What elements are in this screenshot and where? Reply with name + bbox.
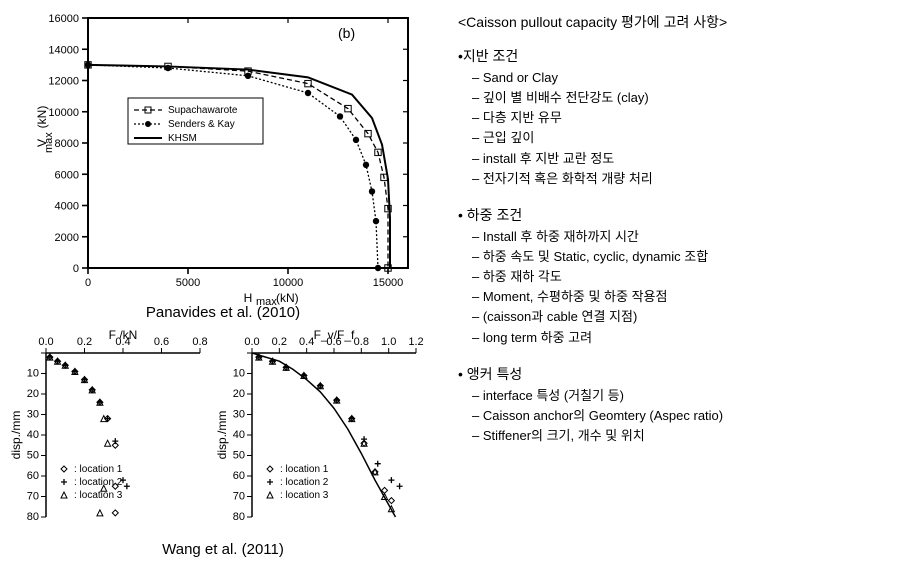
svg-text:Senders & Kay: Senders & Kay (168, 119, 235, 130)
section-title: •지반 조건 (458, 46, 898, 66)
svg-text:30: 30 (233, 409, 245, 421)
section-item: install 후 지반 교란 정도 (472, 149, 898, 169)
top-chart: 0 2000 4000 6000 8000 10000 12000 14000 16000 0 50… (28, 8, 428, 308)
svg-text:0.2: 0.2 (77, 336, 92, 348)
svg-text:12000: 12000 (48, 76, 79, 88)
svg-text:0: 0 (73, 263, 79, 275)
section-item: 하중 속도 및 Static, cyclic, dynamic 조합 (472, 247, 898, 267)
right-column: <Caisson pullout capacity 평가에 고려 사항> •지반… (438, 8, 898, 580)
svg-text:20: 20 (233, 388, 245, 400)
section-item: (caisson과 cable 연결 지점) (472, 307, 898, 327)
bottom-left-chart-svg: 0.00.20.40.60.81020304050607080F /kNdisp… (8, 327, 208, 527)
section-item: Moment, 수평하중 및 하중 작용점 (472, 287, 898, 307)
svg-text:50: 50 (27, 450, 39, 462)
svg-text:1.0: 1.0 (381, 336, 396, 348)
section-item: 하중 재하 각도 (472, 267, 898, 287)
svg-text:F_v/F_f: F_v/F_f (314, 328, 355, 342)
section-item: 깊이 별 비배수 전단강도 (clay) (472, 88, 898, 108)
svg-text:disp./mm: disp./mm (9, 411, 23, 460)
svg-text:0.4: 0.4 (299, 336, 314, 348)
svg-text:: location 2: : location 2 (280, 477, 329, 488)
svg-text:15000: 15000 (373, 277, 404, 289)
svg-text:(b): (b) (338, 25, 355, 41)
svg-text:0.6: 0.6 (154, 336, 169, 348)
section-item: interface 특성 (거칠기 등) (472, 386, 898, 406)
svg-text:: location 2: : location 2 (74, 477, 123, 488)
svg-text:2000: 2000 (55, 232, 79, 244)
svg-text:10000: 10000 (48, 107, 79, 119)
svg-text:: location 3: : location 3 (74, 490, 123, 501)
section-item: Install 후 하중 재하까지 시간 (472, 227, 898, 247)
svg-text:70: 70 (27, 491, 39, 503)
section-title: • 하중 조건 (458, 205, 898, 225)
svg-text:F /kN: F /kN (109, 328, 138, 342)
svg-text:0.0: 0.0 (38, 336, 53, 348)
svg-text:70: 70 (233, 491, 245, 503)
svg-text:Supachawarote: Supachawarote (168, 105, 238, 116)
sections: •지반 조건Sand or Clay깊이 별 비배수 전단강도 (clay)다층… (458, 46, 898, 456)
section-items: Sand or Clay깊이 별 비배수 전단강도 (clay)다층 지반 유무… (458, 68, 898, 189)
section-item: 근입 깊이 (472, 128, 898, 148)
bottom-right-chart-svg: 0.00.20.40.60.81.01.21020304050607080F_v… (214, 327, 424, 527)
svg-text:: location 3: : location 3 (280, 490, 329, 501)
svg-text:(kN): (kN) (35, 106, 49, 129)
svg-text:5000: 5000 (176, 277, 200, 289)
section-item: Stiffener의 크기, 개수 및 위치 (472, 426, 898, 446)
svg-text:30: 30 (27, 409, 39, 421)
section-item: 다층 지반 유무 (472, 108, 898, 128)
section-item: Caisson anchor의 Geomtery (Aspec ratio) (472, 406, 898, 426)
svg-text:80: 80 (27, 511, 39, 523)
bottom-charts: 0.0 0.2 0.4 0.6 0.8 10 20 30 40 50 60 70 80 F /kN disp… (8, 327, 428, 537)
svg-text:KHSM: KHSM (168, 133, 197, 144)
section-items: Install 후 하중 재하까지 시간하중 속도 및 Static, cycl… (458, 227, 898, 348)
svg-text:0: 0 (85, 277, 91, 289)
heading: <Caisson pullout capacity 평가에 고려 사항> (458, 12, 898, 32)
svg-text:14000: 14000 (48, 44, 79, 56)
svg-text:disp./mm: disp./mm (215, 411, 229, 460)
svg-text:6000: 6000 (55, 169, 79, 181)
svg-text:50: 50 (233, 450, 245, 462)
svg-text:8000: 8000 (55, 138, 79, 150)
svg-text:60: 60 (233, 470, 245, 482)
svg-text:: location 1: : location 1 (280, 464, 329, 475)
svg-text:16000: 16000 (48, 13, 79, 25)
svg-text:0.8: 0.8 (192, 336, 207, 348)
svg-text:0.2: 0.2 (272, 336, 287, 348)
svg-text:H: H (244, 291, 253, 305)
svg-text:0.0: 0.0 (244, 336, 259, 348)
svg-text:60: 60 (27, 470, 39, 482)
svg-text:10: 10 (233, 368, 245, 380)
section-title: • 앵커 특성 (458, 364, 898, 384)
caption-wang: Wang et al. (2011) (8, 541, 438, 558)
svg-text:20: 20 (27, 388, 39, 400)
section-items: interface 특성 (거칠기 등)Caisson anchor의 Geom… (458, 386, 898, 446)
svg-text:10000: 10000 (273, 277, 304, 289)
svg-text:80: 80 (233, 511, 245, 523)
svg-text:10: 10 (27, 368, 39, 380)
section-item: Sand or Clay (472, 68, 898, 88)
svg-text:max: max (43, 132, 55, 153)
top-chart-svg: 0 2000 4000 6000 8000 10000 12000 14000 16000 0 50… (28, 8, 428, 308)
svg-text:max: max (256, 296, 277, 308)
section-item: 전자기적 혹은 화학적 개량 처리 (472, 169, 898, 189)
svg-text:0.8: 0.8 (354, 336, 369, 348)
svg-text:40: 40 (233, 429, 245, 441)
svg-text:40: 40 (27, 429, 39, 441)
svg-text:4000: 4000 (55, 201, 79, 213)
svg-text:1.2: 1.2 (408, 336, 423, 348)
svg-text:(kN): (kN) (276, 291, 299, 305)
left-column: 0 2000 4000 6000 8000 10000 12000 14000 16000 0 50… (8, 8, 438, 580)
svg-text:: location 1: : location 1 (74, 464, 123, 475)
section-item: long term 하중 고려 (472, 328, 898, 348)
